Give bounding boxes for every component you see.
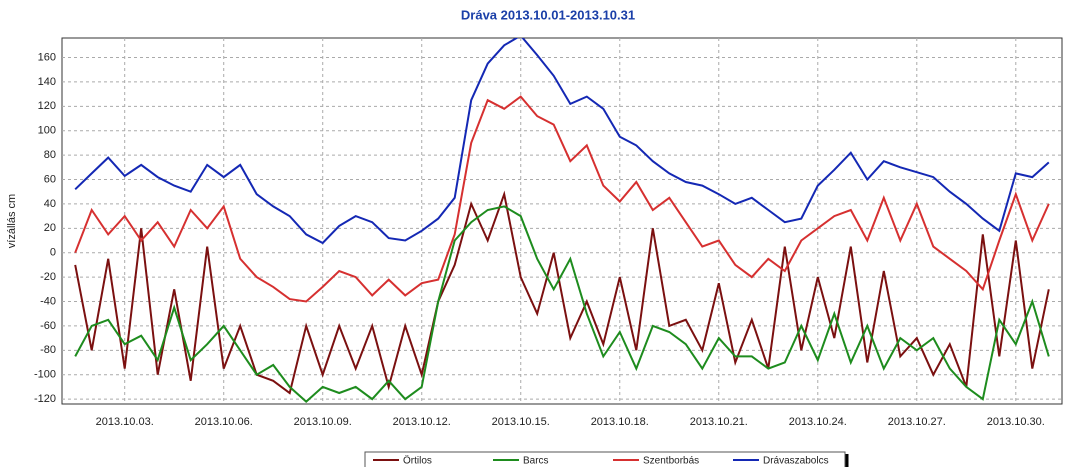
legend-label: Örtilos <box>403 455 432 467</box>
x-tick-label: 2013.10.30. <box>987 416 1045 428</box>
y-tick-label: -80 <box>40 344 56 356</box>
x-tick-label: 2013.10.27. <box>888 416 946 428</box>
y-tick-label: 160 <box>38 51 56 63</box>
series-line <box>74 38 1050 245</box>
x-tick-label: 2013.10.15. <box>492 416 550 428</box>
x-tick-label: 2013.10.06. <box>195 416 253 428</box>
y-tick-label: 60 <box>44 173 56 185</box>
x-tick-label: 2013.10.21. <box>690 416 748 428</box>
legend-label: Szentborbás <box>643 456 699 467</box>
series-line <box>74 190 1050 395</box>
y-tick-label: -20 <box>40 271 56 283</box>
plot-frame <box>61 37 1063 405</box>
chart-title: Dráva 2013.10.01-2013.10.31 <box>461 7 635 22</box>
series-line <box>74 205 1050 403</box>
y-tick-label: 40 <box>44 198 56 210</box>
y-tick-label: -100 <box>34 369 56 381</box>
y-tick-label: 140 <box>38 76 56 88</box>
y-tick-label: -40 <box>40 295 56 307</box>
x-tick-label: 2013.10.03. <box>96 416 154 428</box>
y-tick-label: 120 <box>38 100 56 112</box>
y-tick-label: 0 <box>50 247 56 259</box>
x-tick-label: 2013.10.24. <box>789 416 847 428</box>
x-tick-label: 2013.10.18. <box>591 416 649 428</box>
y-tick-label: 80 <box>44 149 56 161</box>
x-tick-label: 2013.10.09. <box>294 416 352 428</box>
y-tick-label: 100 <box>38 125 56 137</box>
legend-box <box>364 451 846 467</box>
y-tick-label: 20 <box>44 222 56 234</box>
legend-label: Drávaszabolcs <box>763 456 829 467</box>
y-tick-label: -60 <box>40 320 56 332</box>
series-line <box>74 95 1050 303</box>
x-tick-label: 2013.10.12. <box>393 416 451 428</box>
legend-label: Barcs <box>523 456 549 467</box>
y-tick-label: -120 <box>34 393 56 405</box>
y-axis-label: vízállás cm <box>6 194 18 248</box>
